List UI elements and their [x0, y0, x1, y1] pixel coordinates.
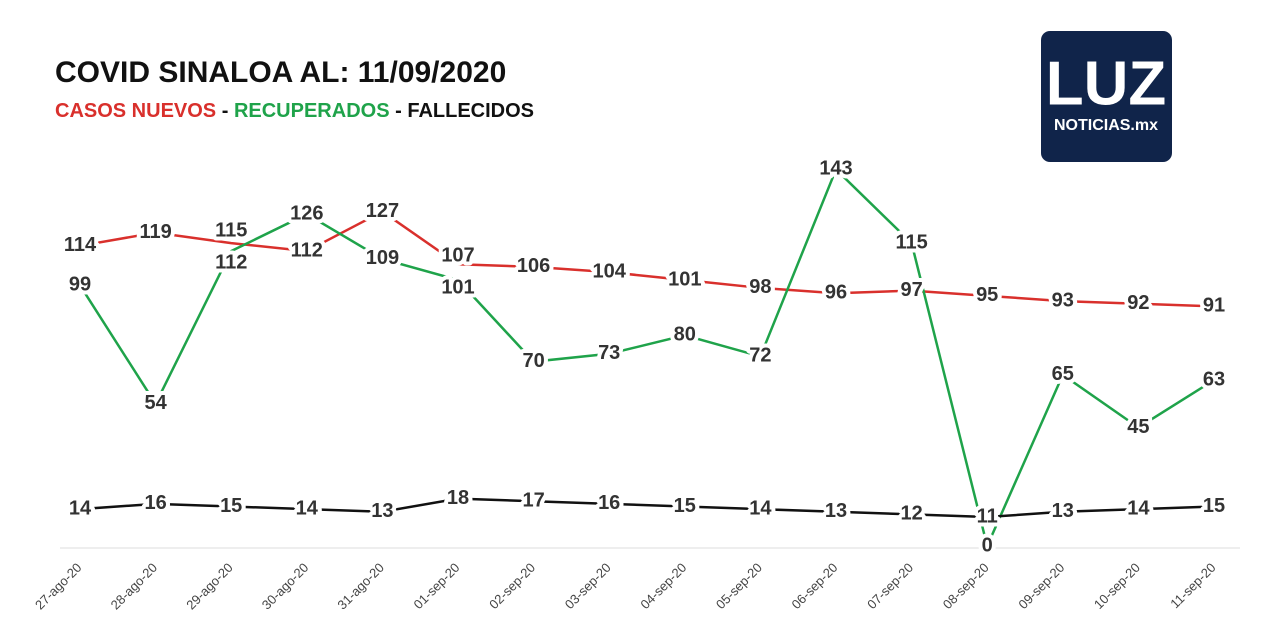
data-label: 143 [819, 158, 852, 180]
data-label: 127 [366, 200, 399, 222]
data-label: 92 [1127, 292, 1149, 314]
data-label: 17 [522, 490, 544, 512]
data-label: 0 [982, 534, 993, 556]
data-label: 104 [593, 260, 627, 282]
data-label: 16 [144, 492, 166, 514]
data-label: 98 [749, 276, 771, 298]
data-label: 112 [215, 251, 247, 273]
data-label: 15 [674, 495, 696, 517]
data-label: 93 [1052, 289, 1074, 311]
data-label: 73 [598, 342, 620, 364]
data-label: 11 [977, 505, 998, 527]
data-label: 13 [1052, 500, 1074, 522]
data-label: 13 [825, 500, 847, 522]
data-label: 101 [668, 268, 701, 290]
data-label: 119 [139, 221, 171, 243]
data-label: 114 [64, 234, 97, 256]
legend-entry: CASOS NUEVOS [55, 100, 216, 122]
data-label: 65 [1052, 363, 1074, 385]
data-label: 99 [69, 274, 91, 296]
data-label: 63 [1203, 368, 1225, 390]
data-label: 70 [522, 350, 544, 372]
data-label: 18 [447, 487, 469, 509]
data-label: 72 [749, 345, 771, 367]
data-label: 115 [215, 219, 247, 241]
data-label: 14 [69, 497, 92, 519]
chart-title: COVID SINALOA AL: 11/09/2020 [55, 56, 506, 89]
data-label: 109 [366, 247, 399, 269]
series-line [79, 210, 1215, 308]
data-label: 14 [749, 497, 772, 519]
legend-separator: - [222, 100, 229, 122]
data-label: 14 [296, 497, 319, 519]
series-line [78, 167, 1215, 550]
data-label: 107 [441, 244, 474, 266]
data-label: 14 [1127, 497, 1150, 519]
series-line [79, 497, 1215, 519]
data-label: 12 [900, 503, 922, 525]
data-label: 101 [441, 276, 474, 298]
logo-subtext: NOTICIAS.mx [1054, 117, 1158, 134]
data-label: 95 [976, 284, 998, 306]
logo-box [1041, 31, 1172, 162]
data-label: 16 [598, 492, 620, 514]
data-label: 126 [290, 202, 323, 224]
data-label: 15 [1203, 495, 1225, 517]
legend: CASOS NUEVOS - RECUPERADOS - FALLECIDOS [55, 100, 534, 122]
data-label: 96 [825, 281, 847, 303]
data-label: 54 [144, 392, 167, 414]
data-label: 112 [291, 239, 323, 261]
data-label: 15 [220, 495, 242, 517]
legend-separator: - [395, 100, 402, 122]
data-label: 13 [371, 500, 393, 522]
data-label: 80 [674, 324, 696, 346]
data-label: 115 [895, 231, 927, 253]
logo-text: LUZ [1046, 49, 1167, 118]
data-label: 91 [1203, 295, 1225, 317]
data-label: 106 [517, 255, 550, 277]
legend-entry: FALLECIDOS [407, 100, 534, 122]
data-label: 45 [1127, 416, 1149, 438]
data-label: 97 [900, 279, 922, 301]
logo: LUZ NOTICIAS.mx [1041, 31, 1172, 162]
legend-entry: RECUPERADOS [234, 100, 390, 122]
